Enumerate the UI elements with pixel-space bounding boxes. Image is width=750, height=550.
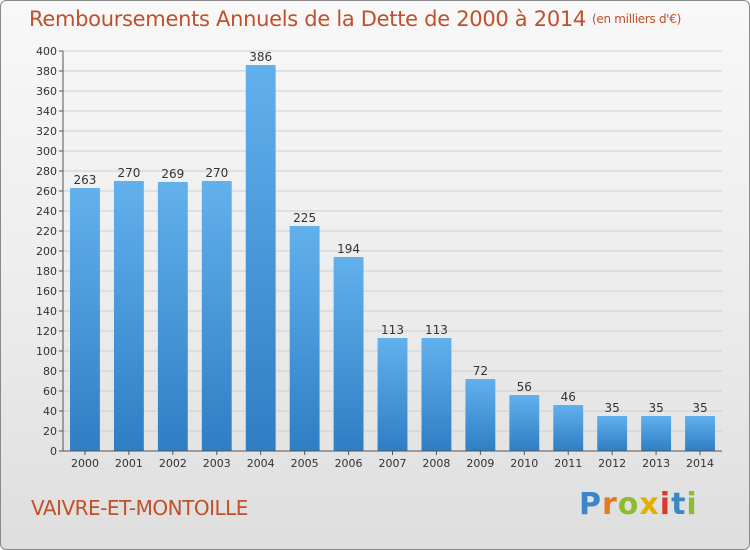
y-tick-label: 320 [36,125,57,138]
y-tick-label: 200 [36,245,57,258]
value-label: 225 [293,211,316,225]
value-label: 270 [117,166,140,180]
y-tick-label: 120 [36,325,57,338]
value-labels: 263 270 269 270 386 225 194 113 113 72 56 46 35 35 35 [74,50,708,415]
chart-title-text: Remboursements Annuels de la Dette de 20… [29,7,586,31]
y-tick-label: 360 [36,85,57,98]
value-label: 35 [648,401,663,415]
bar [421,338,452,451]
y-tick-label: 40 [43,405,57,418]
x-tick-label: 2010 [510,457,538,470]
y-tick-label: 0 [50,445,57,458]
bars [70,65,715,451]
value-label: 35 [605,401,620,415]
x-tick-label: 2001 [115,457,143,470]
y-tick-label: 260 [36,185,57,198]
x-tick-label: 2004 [247,457,275,470]
bar [641,416,672,451]
bar [685,416,715,451]
x-tick-label: 2008 [422,457,450,470]
commune-name: VAIVRE-ET-MONTOILLE [31,496,248,520]
x-tick-label: 2013 [642,457,670,470]
y-tick-label: 140 [36,305,57,318]
chart-title: Remboursements Annuels de la Dette de 20… [29,7,681,31]
x-axis-ticks: 2000 2001 2002 2003 2004 2005 2006 2007 2008 2009… [71,451,714,470]
bar [245,65,276,451]
y-axis-ticks: 0 20 40 60 80 100 120 140 160 180 200 220 240 260 280 3… [36,45,63,458]
bar [201,181,232,451]
x-tick-label: 2009 [466,457,494,470]
value-label: 72 [473,364,488,378]
y-tick-label: 340 [36,105,57,118]
proxiti-logo: Proxiti [579,487,698,522]
value-label: 56 [517,380,532,394]
bar [597,416,628,451]
value-label: 113 [425,323,448,337]
x-tick-label: 2000 [71,457,99,470]
x-tick-label: 2003 [203,457,231,470]
value-label: 35 [692,401,707,415]
value-label: 263 [74,173,97,187]
axes [62,51,722,452]
chart-unit: (en milliers d'€) [592,12,682,26]
x-tick-label: 2007 [379,457,407,470]
value-label: 269 [161,167,184,181]
bar [70,188,100,451]
bar [157,182,188,451]
x-tick-label: 2011 [554,457,582,470]
y-tick-label: 240 [36,205,57,218]
bar [509,395,540,451]
y-tick-label: 160 [36,285,57,298]
y-tick-label: 280 [36,165,57,178]
bar [553,405,584,451]
x-tick-label: 2006 [335,457,363,470]
y-tick-label: 100 [36,345,57,358]
x-tick-label: 2005 [291,457,319,470]
x-tick-label: 2014 [686,457,714,470]
bar [333,257,364,451]
y-tick-label: 80 [43,365,57,378]
value-label: 46 [561,390,576,404]
y-tick-label: 300 [36,145,57,158]
bar [113,181,144,451]
y-tick-label: 60 [43,385,57,398]
bar [377,338,408,451]
x-tick-label: 2002 [159,457,187,470]
bar [465,379,496,451]
value-label: 386 [249,50,272,64]
y-tick-label: 400 [36,45,57,58]
value-label: 194 [337,242,360,256]
value-label: 113 [381,323,404,337]
y-tick-label: 20 [43,425,57,438]
x-tick-label: 2012 [598,457,626,470]
y-tick-label: 220 [36,225,57,238]
y-tick-label: 380 [36,65,57,78]
bar [289,226,320,451]
value-label: 270 [205,166,228,180]
y-tick-label: 180 [36,265,57,278]
